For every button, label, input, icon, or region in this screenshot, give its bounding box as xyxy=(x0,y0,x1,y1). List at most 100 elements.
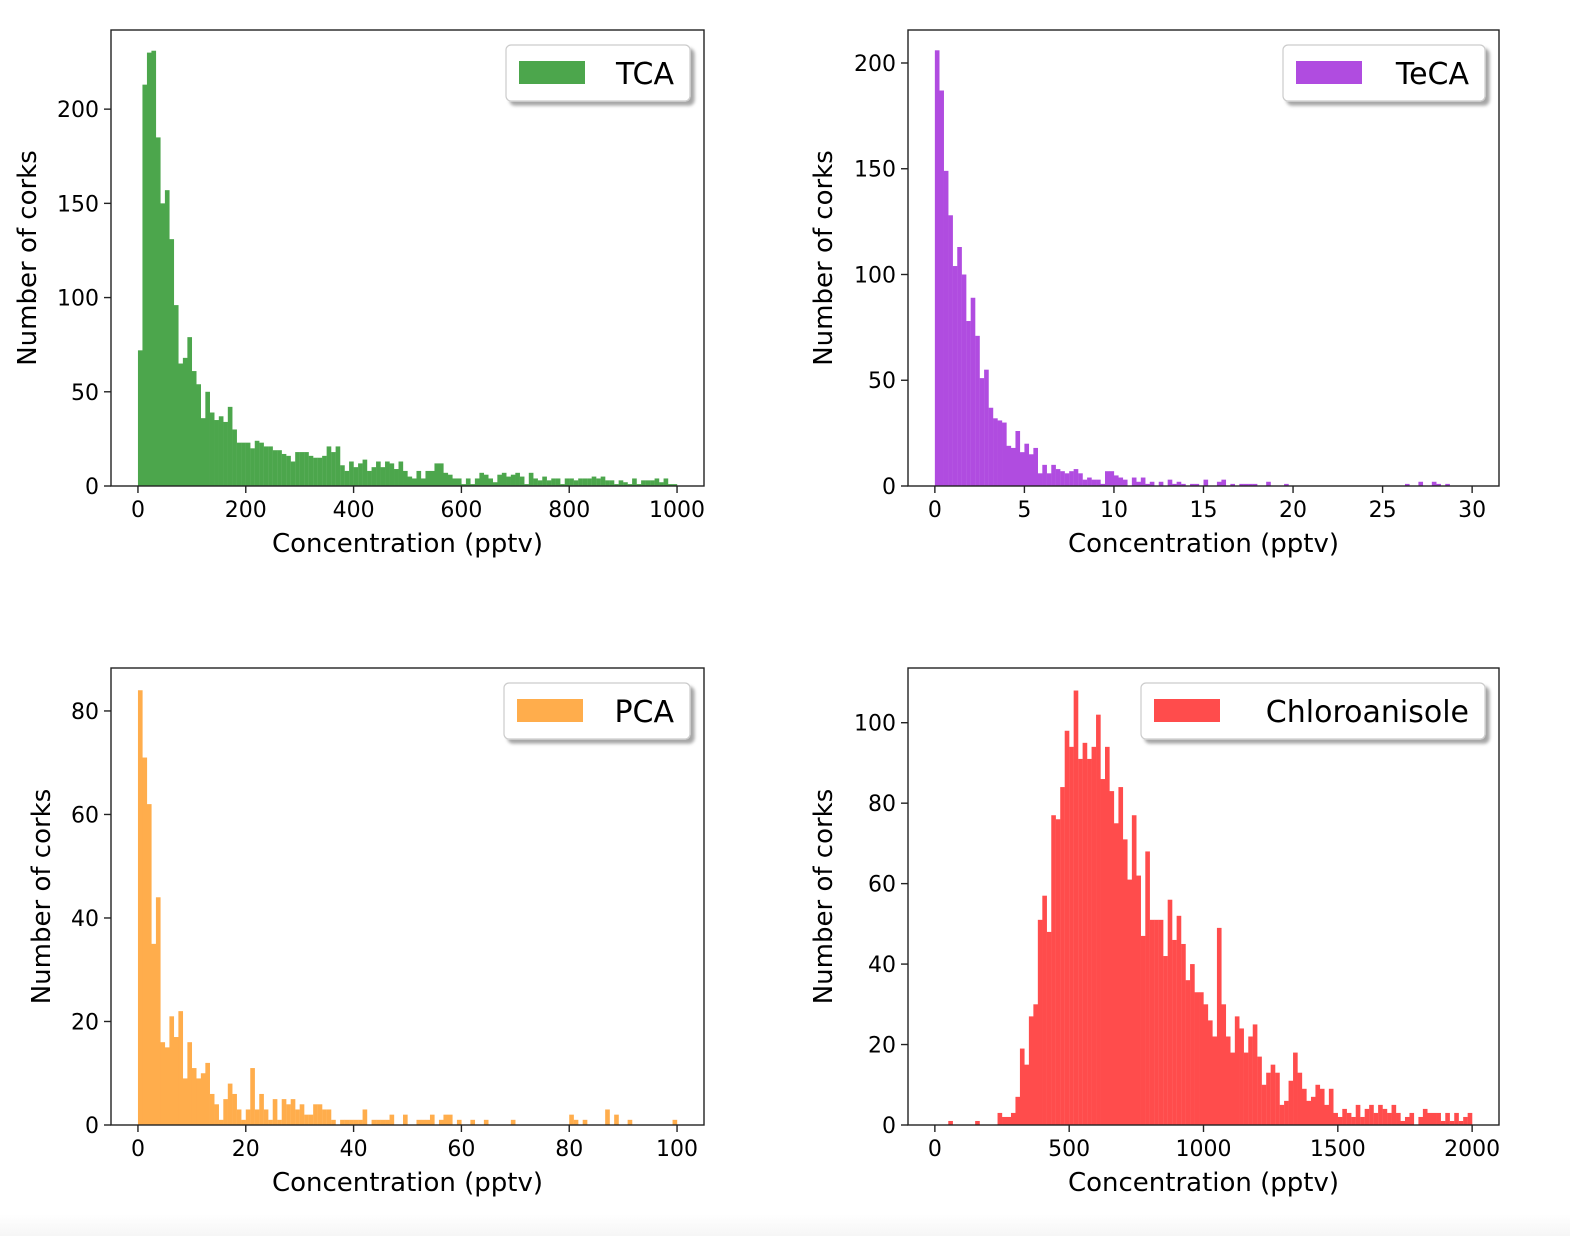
x-tick-label: 20 xyxy=(1279,498,1307,523)
histogram-bar xyxy=(1279,1104,1285,1125)
histogram-bar xyxy=(344,1119,350,1125)
histogram-bar xyxy=(1167,899,1173,1125)
histogram-bar xyxy=(344,470,350,486)
histogram-bar xyxy=(1351,1116,1356,1125)
histogram-bar xyxy=(456,1119,462,1125)
histogram-bar xyxy=(142,84,148,487)
histogram-bar xyxy=(1458,1120,1464,1125)
histogram-bar xyxy=(578,478,583,486)
histogram-bar xyxy=(349,1119,354,1125)
y-tick-label: 60 xyxy=(71,803,99,828)
histogram-bar xyxy=(605,480,610,486)
histogram-bar xyxy=(1248,1036,1253,1125)
histogram-bar xyxy=(966,321,971,486)
histogram-bar xyxy=(663,478,669,486)
legend: TeCA xyxy=(1282,44,1486,102)
histogram-bar xyxy=(214,1104,219,1125)
histogram-bar xyxy=(164,1047,170,1125)
histogram-bar xyxy=(1400,1120,1406,1125)
chart-pca: 0 20 40 60 80 100 0 20 40 60 80 Concentration (pptv… xyxy=(27,667,705,1198)
x-tick-label: 0 xyxy=(131,1137,145,1162)
histogram-bar xyxy=(993,418,998,486)
chart-chloroanisole: 0 500 1000 1500 2000 0 20 40 60 80 100 Concentratio… xyxy=(809,667,1500,1198)
histogram-bar xyxy=(452,478,458,486)
histogram-bar xyxy=(1091,746,1097,1125)
histogram-bar xyxy=(389,1114,395,1125)
histogram-bar xyxy=(596,478,601,486)
histogram-bar xyxy=(250,1068,255,1125)
histogram-bar xyxy=(299,452,305,486)
histogram-bar xyxy=(326,446,332,486)
histogram-bar xyxy=(1257,1056,1262,1125)
histogram-bar xyxy=(241,1119,246,1125)
histogram-bar xyxy=(146,52,152,486)
histogram-bar xyxy=(1181,483,1186,486)
histogram-bar xyxy=(948,1120,953,1125)
histogram-bar xyxy=(1172,483,1177,486)
y-axis-label: Number of corks xyxy=(13,150,43,366)
x-tick-label: 200 xyxy=(225,498,267,523)
histogram-bar xyxy=(1346,1112,1352,1125)
histogram-bar xyxy=(146,804,152,1125)
histogram-bar xyxy=(609,480,615,486)
histogram-bar xyxy=(1404,1116,1410,1125)
histogram-bar xyxy=(1010,447,1016,486)
histogram-bar xyxy=(1140,477,1146,486)
histogram-bar xyxy=(420,478,426,486)
x-tick-label: 2000 xyxy=(1444,1137,1500,1162)
histogram-bar xyxy=(1006,445,1012,486)
histogram-bar xyxy=(1203,479,1209,486)
histogram-bar xyxy=(218,416,224,486)
histogram-bar xyxy=(205,1062,210,1125)
histogram-bar xyxy=(429,470,435,486)
histogram-bar xyxy=(331,452,336,486)
histogram-bar xyxy=(1431,1112,1437,1125)
histogram-bar xyxy=(474,478,480,486)
histogram-bar xyxy=(1078,473,1083,486)
histogram-bar xyxy=(151,943,157,1125)
histogram-bar xyxy=(187,1042,193,1125)
histogram-bar xyxy=(470,484,476,486)
histogram-bar xyxy=(209,1093,215,1125)
x-tick-label: 500 xyxy=(1048,1137,1090,1162)
histogram-bar xyxy=(1239,483,1244,486)
histogram-bar xyxy=(411,478,417,486)
histogram-bar xyxy=(632,478,637,486)
histogram-bar xyxy=(340,465,345,486)
histogram-bar xyxy=(1310,1096,1316,1125)
x-axis-label: Concentration (pptv) xyxy=(1068,529,1339,559)
histogram-bar xyxy=(1118,787,1124,1125)
histogram-bar xyxy=(1158,919,1164,1125)
histogram-bar xyxy=(362,459,368,486)
histogram-bar xyxy=(546,480,552,486)
histogram-bar xyxy=(304,1114,309,1125)
histogram-bar xyxy=(200,418,206,486)
histogram-bar xyxy=(984,369,989,486)
y-tick-label: 50 xyxy=(868,369,896,394)
histogram-bar xyxy=(1221,1004,1227,1125)
histogram-bar xyxy=(277,1119,282,1125)
histogram-bar xyxy=(564,478,570,486)
histogram-bar xyxy=(551,478,556,486)
histogram-bar xyxy=(304,452,309,486)
legend-box xyxy=(503,682,691,740)
histogram-bar xyxy=(281,453,287,486)
y-tick-label: 0 xyxy=(882,1114,896,1139)
histogram-bar xyxy=(268,1119,273,1125)
histogram-bar xyxy=(1440,1120,1446,1125)
histogram-bar xyxy=(1109,791,1115,1125)
histogram-bar xyxy=(1190,964,1195,1125)
histogram-bar xyxy=(218,1119,224,1125)
histogram-bar xyxy=(1288,1080,1294,1125)
y-tick-label: 0 xyxy=(85,475,99,500)
histogram-bar xyxy=(1194,483,1200,486)
histogram-bar xyxy=(353,1119,359,1125)
histogram-bar xyxy=(1418,481,1424,486)
histogram-bar xyxy=(542,476,547,486)
histogram-bar xyxy=(979,378,985,486)
histogram-bar xyxy=(537,480,543,486)
histogram-bar xyxy=(501,472,507,486)
histogram-bar xyxy=(1454,1112,1459,1125)
histogram-bar xyxy=(272,1099,278,1125)
histogram-bar xyxy=(1284,1100,1289,1125)
